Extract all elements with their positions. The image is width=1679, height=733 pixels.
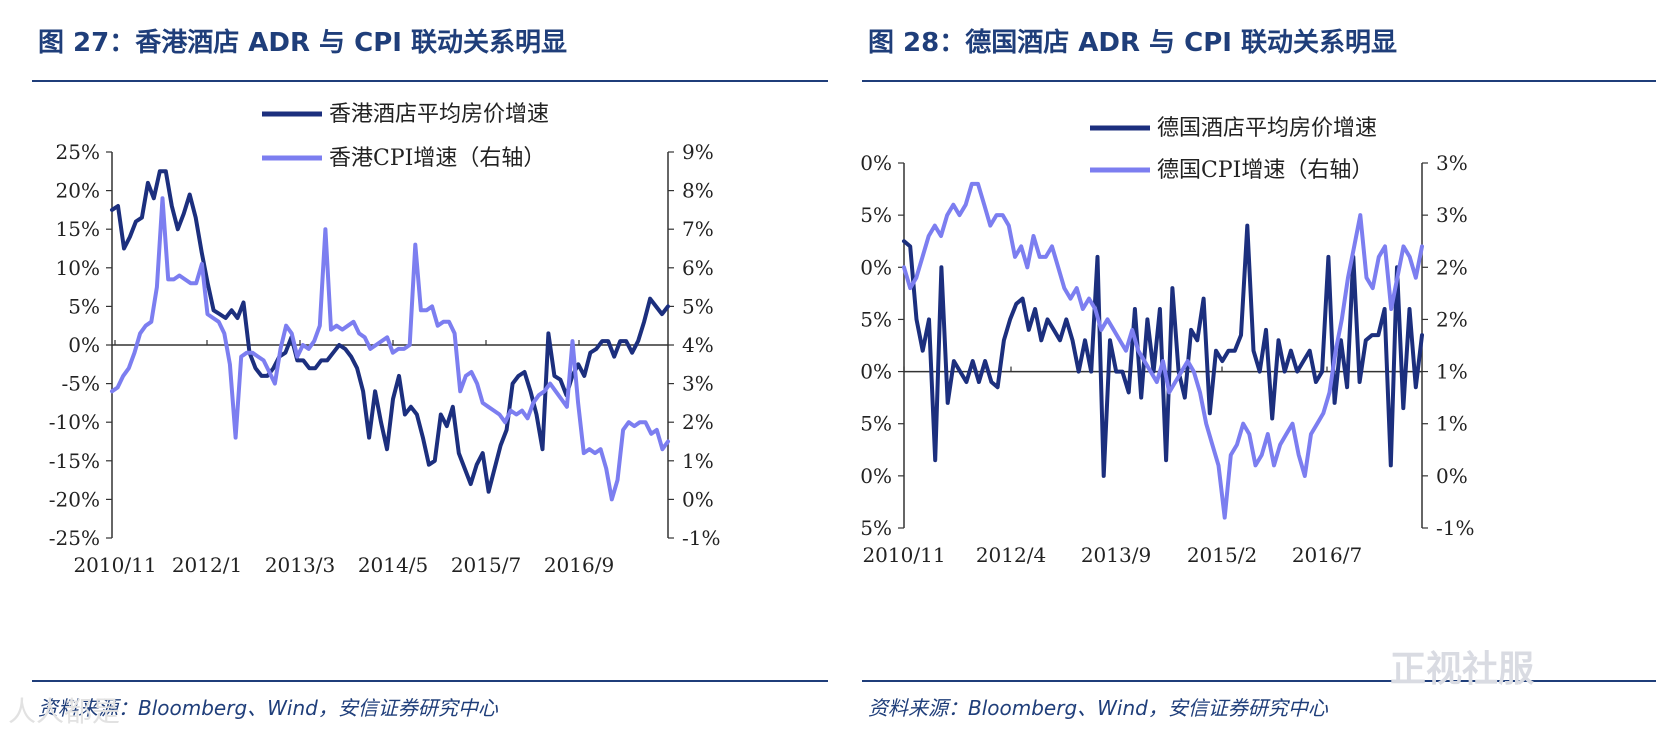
left-right-tick-label: 4% [682, 333, 714, 357]
right-chart: 德国酒店平均房价增速 德国CPI增速（右轴） 20% 15% 10% 5% 0% -5% -… [860, 116, 1475, 567]
left-left-tick-label: -15% [49, 449, 100, 473]
left-left-tick-label: 5% [68, 294, 100, 318]
left-left-tick-label: -20% [49, 487, 100, 511]
right-left-tick-label: 5% [860, 307, 892, 331]
right-right-tick-label: 0% [1436, 464, 1468, 488]
left-right-tick-label: -1% [682, 526, 721, 550]
right-legend: 德国酒店平均房价增速 德国CPI增速（右轴） [1090, 116, 1377, 183]
left-left-tick-label: 20% [56, 179, 100, 203]
right-legend-cpi-label: 德国CPI增速（右轴） [1157, 158, 1373, 183]
left-source-note: 资料来源：Bloomberg、Wind，安信证券研究中心 [38, 696, 498, 720]
right-title-rule [862, 80, 1656, 82]
right-left-tick-label: 15% [860, 203, 892, 227]
left-left-tick-label: -25% [49, 526, 100, 550]
right-source-rule [862, 680, 1656, 682]
left-chart: 香港酒店平均房价增速 香港CPI增速（右轴） 25% 20% 15% 10% 5% 0% -… [49, 102, 721, 577]
left-figure-title: 图 27：香港酒店 ADR 与 CPI 联动关系明显 [38, 28, 567, 58]
left-left-tick-label: 15% [56, 217, 100, 241]
left-legend-cpi-label: 香港CPI增速（右轴） [329, 146, 545, 171]
right-figure-title: 图 28：德国酒店 ADR 与 CPI 联动关系明显 [868, 28, 1397, 58]
left-legend: 香港酒店平均房价增速 香港CPI增速（右轴） [262, 102, 549, 171]
right-plot: 20% 15% 10% 5% 0% -5% -10% -15% 3% 3% 2% 2% 1% 1% 0% -1… [860, 151, 1475, 567]
right-series-adr-line [902, 223, 1424, 478]
right-left-tick-label: -10% [860, 464, 892, 488]
right-right-tick-label: 1% [1436, 412, 1468, 436]
watermark-text: 正视社服 [1390, 649, 1535, 690]
left-x-tick-label: 2010/11 [73, 553, 156, 577]
left-right-tick-label: 7% [682, 217, 714, 241]
left-x-tick-label: 2012/1 [172, 553, 242, 577]
right-left-tick-label: -15% [860, 516, 892, 540]
left-left-tick-label: 10% [56, 256, 100, 280]
left-left-tick-label: 0% [68, 333, 100, 357]
left-left-tick-label: -5% [62, 372, 101, 396]
left-right-tick-label: 3% [682, 372, 714, 396]
left-legend-adr-label: 香港酒店平均房价增速 [329, 102, 549, 127]
right-source-note: 资料来源：Bloomberg、Wind，安信证券研究中心 [868, 696, 1328, 720]
left-right-tick-label: 1% [682, 449, 714, 473]
right-right-tick-label: 3% [1436, 203, 1468, 227]
left-plot: 25% 20% 15% 10% 5% 0% -5% -10% -15% -20% -25% 9% 8% 7… [49, 140, 721, 577]
left-left-tick-label: -10% [49, 410, 100, 434]
left-x-tick-label: 2015/7 [451, 553, 521, 577]
right-right-tick-label: 1% [1436, 360, 1468, 384]
right-series-cpi-line [902, 181, 1424, 520]
right-x-tick-label: 2015/2 [1187, 543, 1257, 567]
left-title-rule [32, 80, 828, 82]
right-x-tick-label: 2010/11 [862, 543, 945, 567]
left-x-tick-label: 2014/5 [358, 553, 428, 577]
left-right-tick-label: 2% [682, 410, 714, 434]
left-right-tick-label: 5% [682, 294, 714, 318]
left-x-tick-label: 2016/9 [544, 553, 614, 577]
left-right-tick-label: 6% [682, 256, 714, 280]
left-right-tick-label: 9% [682, 140, 714, 164]
left-right-tick-label: 8% [682, 179, 714, 203]
right-right-tick-label: 3% [1436, 151, 1468, 175]
right-x-tick-label: 2013/9 [1081, 543, 1151, 567]
left-series-cpi-line [110, 196, 670, 502]
right-left-tick-label: 20% [860, 151, 892, 175]
left-right-tick-label: 0% [682, 487, 714, 511]
watermark-left-text: 人人都是 [8, 695, 121, 728]
right-right-tick-label: -1% [1436, 516, 1475, 540]
right-right-tick-label: 2% [1436, 255, 1468, 279]
right-x-tick-label: 2012/4 [976, 543, 1046, 567]
right-left-tick-label: 10% [860, 255, 892, 279]
right-legend-adr-label: 德国酒店平均房价增速 [1157, 116, 1377, 141]
right-left-tick-label: 0% [860, 360, 892, 384]
right-left-tick-label: -5% [860, 412, 892, 436]
left-left-tick-label: 25% [56, 140, 100, 164]
left-source-rule [32, 680, 828, 682]
left-x-tick-label: 2013/3 [265, 553, 335, 577]
right-right-tick-label: 2% [1436, 307, 1468, 331]
right-x-tick-label: 2016/7 [1292, 543, 1362, 567]
